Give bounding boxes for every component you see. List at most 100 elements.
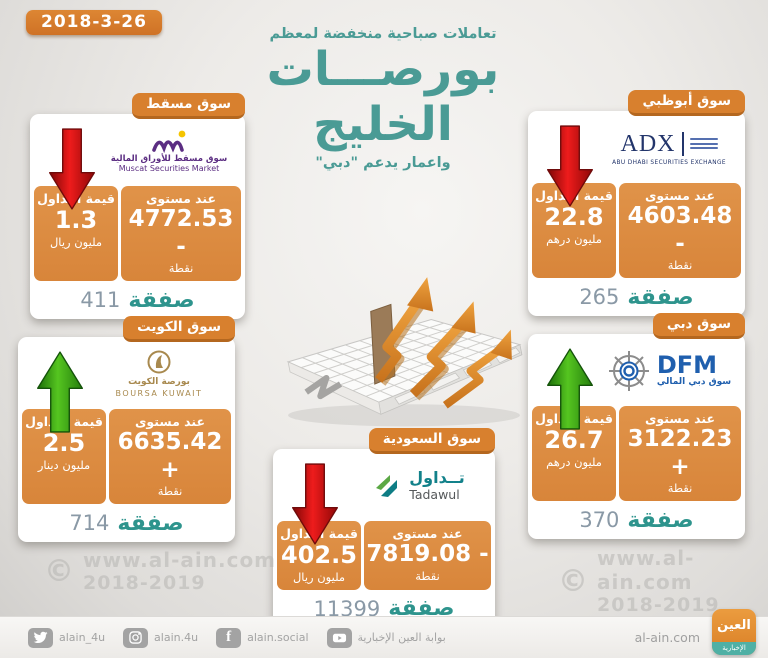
boursa-kuwait-name-english: BOURSA KUWAIT: [115, 388, 203, 398]
msm-name-english: Muscat Securities Market: [118, 164, 220, 174]
deals-label: صفقة: [627, 284, 694, 310]
social-youtube: بوابة العين الإخبارية: [326, 627, 446, 648]
trading-value-number: 22.8: [544, 203, 604, 231]
instagram-handle: alain.4u: [154, 631, 199, 644]
deals-label: صفقة: [627, 507, 694, 533]
footer-bar: alain_4u alain.4u f alain.social بوابة ا…: [0, 608, 768, 658]
market-tab-abudhabi: سوق أبوظبي: [628, 90, 745, 116]
level-label: عند مستوى: [644, 411, 716, 426]
level-label: عند مستوى: [134, 414, 206, 429]
points-label: نقطة: [157, 484, 183, 499]
market-card-dubai: سوق دبي DF: [528, 313, 745, 540]
trading-value-unit: مليون ريال: [49, 234, 103, 249]
social-links: alain_4u alain.4u f alain.social بوابة ا…: [28, 627, 446, 648]
alain-logo-name: العين: [717, 617, 751, 633]
dfm-logo: DFM سوق دبي المالي: [601, 340, 737, 402]
facebook-handle: alain.social: [247, 631, 309, 644]
deals-count: 411: [80, 288, 121, 313]
headline-title-line1: بورصـــات: [266, 42, 500, 97]
up-arrow-icon: [37, 351, 83, 433]
site-url: al-ain.com: [634, 630, 700, 645]
market-card-kuwait: سوق الكويت بورصة الكويت BOURSA KUWAIT قي: [18, 316, 235, 543]
headline-tagline: تعاملات صباحية منخفضة لمعظم: [269, 26, 497, 42]
watermark: © www.al-ain.com 2018-2019: [558, 546, 720, 616]
adx-arabic-lines: [689, 136, 718, 152]
level-label: عند مستوى: [644, 188, 716, 203]
youtube-handle: بوابة العين الإخبارية: [357, 631, 446, 644]
msm-swirl-icon: [152, 130, 186, 153]
tadawul-logo: تــداول Tadawul: [351, 455, 487, 517]
market-card-muscat: سوق مسقط سوق مسقط للأوراق المالية Muscat…: [30, 93, 245, 320]
watermark: © www.al-ain.com 2018-2019: [44, 548, 277, 594]
deals-line: 714 صفقة: [18, 504, 235, 542]
headline-subtitle: واعمار يدعم "دبي": [315, 154, 451, 171]
boursa-kuwait-emblem-icon: [147, 350, 171, 374]
down-arrow-icon: [49, 128, 95, 210]
date-badge: 2018-3-26: [26, 10, 162, 35]
level-number: 7819.08 -: [366, 541, 489, 567]
points-label: نقطة: [667, 481, 693, 496]
market-card-saudi: سوق السعودية تــداول Tadawul: [273, 428, 495, 628]
social-twitter: alain_4u: [28, 627, 106, 648]
social-facebook: f alain.social: [216, 627, 309, 648]
points-label: نقطة: [415, 568, 440, 583]
youtube-icon: [326, 627, 352, 648]
deals-count: 370: [579, 508, 620, 533]
deals-label: صفقة: [117, 510, 184, 536]
deals-line: 411 صفقة: [30, 281, 245, 319]
market-tab-muscat: سوق مسقط: [132, 93, 245, 119]
level-label: عند مستوى: [392, 526, 463, 541]
up-arrow-icon: [547, 348, 593, 430]
adx-logo: ADX ABU DHABI SECURITIES EXCHANGE: [601, 117, 737, 179]
headline-title-line2: الخليج: [313, 97, 453, 153]
dfm-abbr: DFM: [656, 351, 718, 380]
level-number: 4603.48 -: [627, 203, 733, 257]
level-label: عند مستوى: [145, 191, 217, 206]
level-number: 4772.53 -: [128, 206, 234, 260]
facebook-icon: f: [216, 627, 242, 648]
index-level-box: عند مستوى 4772.53 - نقطة: [121, 186, 241, 282]
adx-name-english: ABU DHABI SECURITIES EXCHANGE: [612, 159, 726, 166]
boursa-kuwait-name-arabic: بورصة الكويت: [128, 377, 190, 388]
adx-abbr: ADX: [620, 130, 676, 157]
market-tab-saudi: سوق السعودية: [368, 428, 495, 454]
alain-news-logo: العين الإخبارية: [712, 608, 756, 655]
tadawul-arrow-icon: [376, 475, 398, 497]
index-level-box: عند مستوى 3122.23 + نقطة: [619, 406, 741, 502]
trading-value-unit: مليون ريال: [292, 569, 346, 584]
down-arrow-icon: [292, 463, 338, 545]
trading-value-number: 402.5: [281, 541, 357, 569]
adx-divider: [681, 131, 684, 156]
level-number: 3122.23 +: [627, 426, 733, 480]
market-tab-dubai: سوق دبي: [652, 313, 745, 339]
deals-count: 265: [579, 285, 620, 310]
points-label: نقطة: [168, 261, 194, 276]
rising-arrows-illustration: [286, 277, 523, 427]
twitter-handle: alain_4u: [59, 631, 106, 644]
market-card-abudhabi: سوق أبوظبي ADX ABU DHABI SECURITIES EXCH…: [528, 90, 745, 317]
dfm-name-arabic: سوق دبي المالي: [656, 377, 732, 388]
tadawul-name-arabic: تــداول: [409, 468, 465, 488]
muscat-securities-market-logo: سوق مسقط للأوراق المالية Muscat Securiti…: [101, 120, 237, 182]
msm-name-arabic: سوق مسقط للأوراق المالية: [110, 153, 228, 164]
deals-line: 370 صفقة: [528, 501, 745, 539]
tadawul-name-english: Tadawul: [409, 486, 460, 502]
boursa-kuwait-logo: بورصة الكويت BOURSA KUWAIT: [91, 343, 227, 405]
trading-value-unit: مليون دينار: [37, 457, 91, 472]
twitter-icon: [28, 627, 53, 648]
trading-value-number: 1.3: [54, 206, 98, 234]
trading-value-unit: مليون درهم: [546, 231, 602, 246]
trading-value-number: 26.7: [544, 426, 604, 454]
index-level-box: عند مستوى 6635.42 + نقطة: [109, 409, 231, 505]
alain-logo-tagline: الإخبارية: [712, 641, 756, 655]
trading-value-unit: مليون درهم: [546, 454, 602, 469]
points-label: نقطة: [667, 258, 693, 273]
down-arrow-icon: [547, 125, 593, 207]
social-instagram: alain.4u: [123, 627, 199, 648]
dfm-compass-icon: [608, 351, 649, 391]
trading-value-number: 2.5: [42, 429, 86, 457]
instagram-icon: [123, 627, 149, 648]
headline-block: تعاملات صباحية منخفضة لمعظم بورصـــات ال…: [238, 26, 528, 171]
deals-line: 265 صفقة: [528, 278, 745, 316]
